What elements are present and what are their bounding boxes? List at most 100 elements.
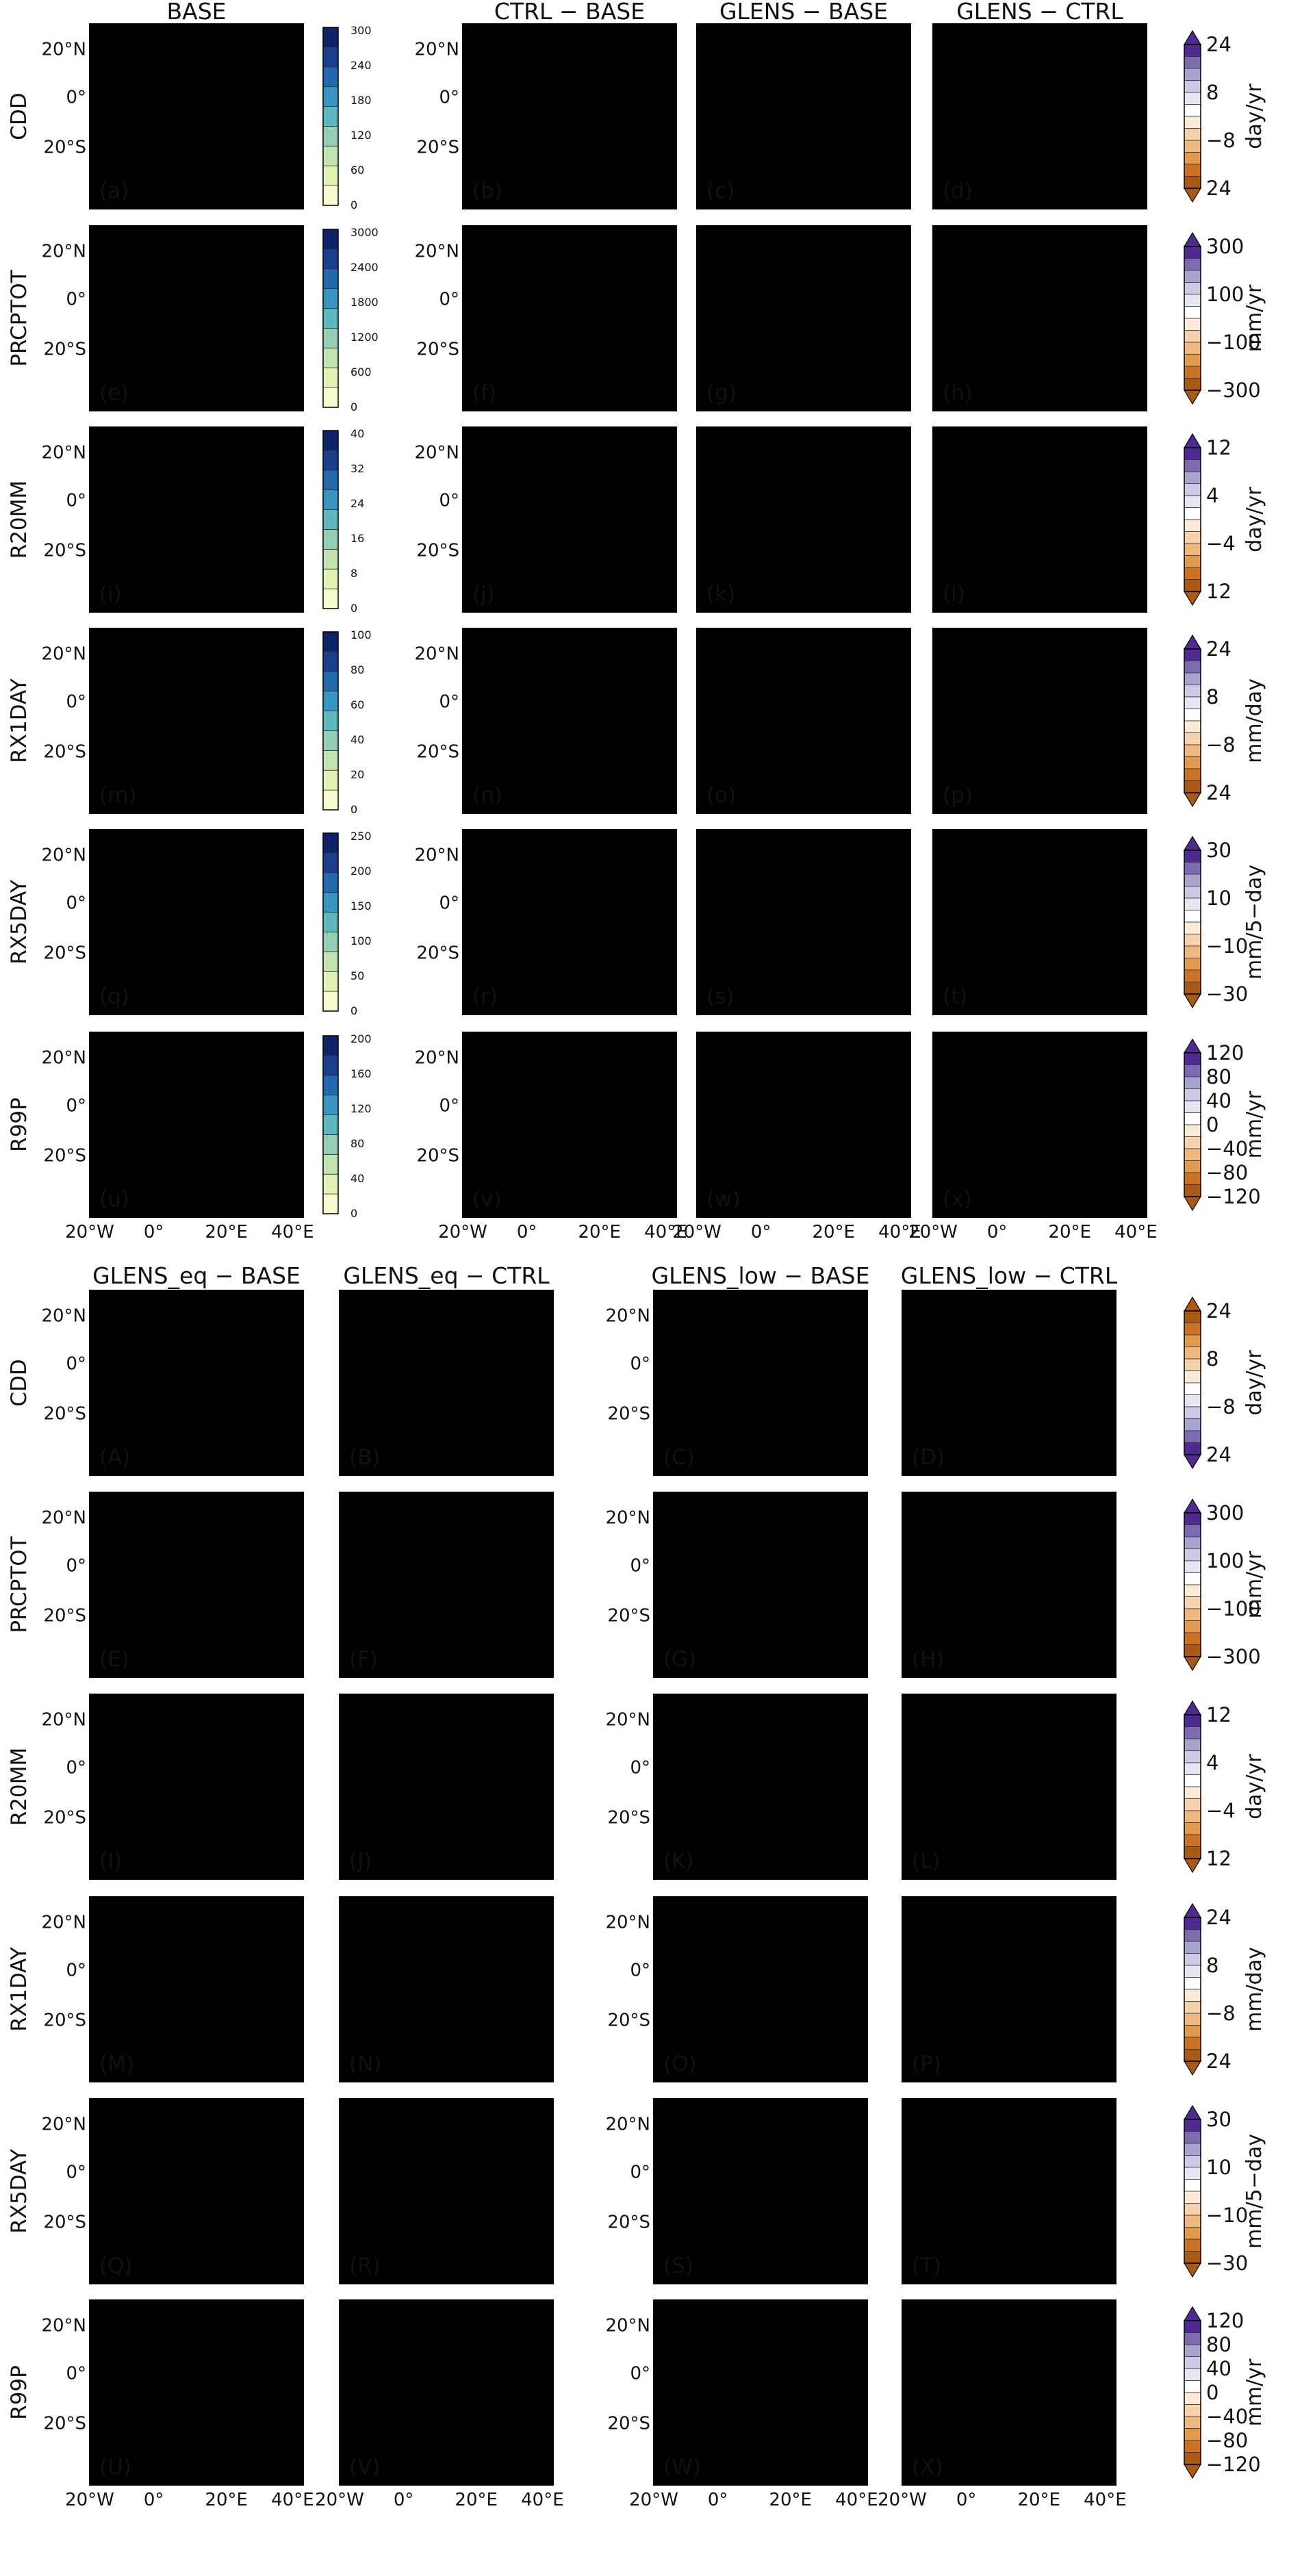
bot-r4-c1-madagascar — [532, 2215, 548, 2254]
top-r4-diff-colorbar-unit: mm/5−day — [1242, 865, 1266, 980]
top-r5-c3-panel: (x) 20°W 0° 20°E 40°E — [908, 1032, 1158, 1242]
top-r3-c0-lat-tick: 20°N — [41, 643, 86, 664]
top-r3-base-colorbar-tick: 40 — [350, 733, 364, 746]
top-r0-diff-colorbar-segment — [1184, 56, 1201, 69]
top-r0-diff-colorbar-segment — [1184, 152, 1201, 165]
top-r5-diff-colorbar-segment — [1184, 1088, 1201, 1101]
bot-r1-diff-colorbar-segment — [1184, 1584, 1201, 1597]
top-r0-c0-panel: (a) 20°N 0° 20°S — [41, 23, 304, 209]
bot-r5-diff-colorbar-segment — [1184, 2416, 1201, 2429]
bot-r3-c2-lat-tick: 0° — [630, 1961, 650, 1981]
top-column-title: BASE — [166, 0, 226, 25]
top-r1-c0-madagascar — [282, 342, 298, 381]
top-r5-c0-madagascar — [282, 1149, 298, 1188]
top-r2-base-colorbar-segment — [322, 489, 339, 510]
top-r2-base-colorbar-segment — [322, 430, 339, 451]
top-r1-diff-colorbar-segment — [1184, 366, 1201, 379]
bot-r5-c3-lon-tick: 20°W — [878, 2490, 927, 2510]
top-r4-base-colorbar-segment — [322, 971, 339, 992]
top-r0-diff-colorbar-tick: 24 — [1206, 33, 1231, 56]
bot-r1-c3-madagascar — [1095, 1609, 1110, 1648]
bot-r2-diff-colorbar-segment — [1184, 1738, 1201, 1751]
top-r2-base-colorbar-segment — [322, 588, 339, 609]
bot-r2-c0-lat-tick: 0° — [66, 1758, 86, 1778]
bot-r1-diff-colorbar-tick: 100 — [1206, 1549, 1244, 1572]
top-r3-diff-colorbar: 24 8 −8 24 mm/day — [1183, 634, 1266, 808]
bot-r3-c3-panel-label: (P) — [912, 2052, 941, 2076]
top-r5-c1-panel-label: (v) — [472, 1187, 502, 1212]
top-r0-base-colorbar-segment — [322, 145, 339, 166]
top-r5-c3-madagascar — [1125, 1149, 1141, 1188]
top-r0-diff-colorbar-segment — [1184, 164, 1201, 177]
top-r3-base-colorbar-tick: 20 — [350, 768, 364, 781]
bot-r4-c2-madagascar — [846, 2215, 862, 2254]
top-r5-c3-lon-tick: 20°W — [908, 1222, 958, 1242]
top-r3-c0-lat-tick: 0° — [66, 692, 86, 713]
bot-r2-c0-lat-tick: 20°S — [43, 1808, 86, 1828]
top-r4-base-colorbar-segment — [322, 991, 339, 1012]
bot-r2-diff-colorbar-segment — [1184, 1846, 1201, 1859]
bot-r1-diff-colorbar-segment — [1184, 1536, 1201, 1549]
bot-r3-diff-colorbar-segment — [1184, 2037, 1201, 2050]
bot-r0-c1-panel: (B) — [339, 1290, 554, 1476]
top-r1-c0-lat-tick: 0° — [66, 290, 86, 310]
top-r1-diff-colorbar-bottom-arrow — [1183, 390, 1202, 405]
top-r5-c1-lat-tick: 20°N — [414, 1047, 459, 1068]
bot-r2-c3-panel-label: (L) — [912, 1849, 940, 1874]
top-r5-diff-colorbar-segment — [1184, 1052, 1201, 1065]
bot-r5-c0-lat-tick: 20°N — [41, 2315, 86, 2336]
bot-r0-diff-colorbar-segment — [1184, 1334, 1201, 1347]
top-r2-diff-colorbar-segment — [1184, 483, 1201, 496]
bot-r5-c3-lon-tick: 40°E — [1084, 2490, 1127, 2510]
top-r1-c1-lat-tick: 20°N — [414, 241, 459, 262]
bot-r1-c3-panel: (H) — [902, 1492, 1116, 1678]
top-r5-diff-colorbar-segment — [1184, 1136, 1201, 1149]
bot-r4-diff-colorbar-tick: 30 — [1206, 2108, 1231, 2131]
top-r1-diff-colorbar-unit: mm/yr — [1242, 284, 1266, 352]
top-r5-diff-colorbar-segment — [1184, 1160, 1201, 1173]
top-column-title: CTRL − BASE — [494, 0, 645, 25]
top-r0-diff-colorbar-top-arrow — [1183, 29, 1202, 45]
top-r0-c0-lat-tick: 0° — [66, 88, 86, 108]
top-r5-c3-lon-tick: 40°E — [1114, 1222, 1158, 1242]
top-r2-diff-colorbar-tick: 4 — [1206, 484, 1218, 507]
top-r4-c3-madagascar — [1125, 946, 1141, 985]
top-r2-c0-lat-tick: 0° — [66, 491, 86, 511]
bot-r4-diff-colorbar-segment — [1184, 2131, 1201, 2144]
top-r4-base-colorbar-tick: 150 — [350, 900, 372, 913]
top-r5-diff-colorbar-segment — [1184, 1112, 1201, 1125]
top-r5-diff-colorbar-bottom-arrow — [1183, 1196, 1202, 1212]
top-row-label: RX5DAY — [7, 880, 31, 965]
bot-r0-diff-colorbar-tick: 8 — [1206, 1347, 1218, 1370]
top-row-label: R99P — [7, 1097, 31, 1152]
top-r4-base-colorbar-frame — [322, 832, 339, 1012]
bot-r4-c3-madagascar — [1095, 2215, 1110, 2254]
top-r2-c1-lat-tick: 20°S — [416, 541, 459, 561]
top-r5-base-colorbar-segment — [322, 1193, 339, 1214]
top-r5-base-colorbar-segment — [322, 1173, 339, 1195]
bot-r1-c0-lat-tick: 20°S — [43, 1606, 86, 1627]
bot-r5-c0-madagascar — [282, 2416, 298, 2456]
top-r3-base-colorbar-segment — [322, 750, 339, 771]
bottom-row-label: RX5DAY — [7, 2149, 31, 2234]
bot-r4-diff-colorbar-unit: mm/5−day — [1242, 2134, 1266, 2249]
top-r0-c1-madagascar — [655, 140, 671, 179]
bot-r2-diff-colorbar: 12 4 −4 12 day/yr — [1183, 1700, 1266, 1874]
top-r3-base-colorbar-segment — [322, 769, 339, 791]
bot-r2-c0-lat-tick: 20°N — [41, 1709, 86, 1730]
bot-r4-diff-colorbar-tick: −10 — [1206, 2204, 1248, 2227]
top-r5-base-colorbar-segment — [322, 1114, 339, 1135]
bot-r3-diff-colorbar-bottom-arrow — [1183, 2061, 1202, 2076]
top-r2-diff-colorbar-bottom-arrow — [1183, 591, 1202, 607]
top-r3-base-colorbar-segment — [322, 691, 339, 711]
top-r3-base-colorbar: 0 20 40 60 80 100 — [322, 628, 372, 816]
top-r2-base-colorbar-tick: 8 — [350, 567, 357, 580]
top-r3-c3-panel: (p) — [932, 628, 1147, 814]
bot-r5-c0-lat-tick: 20°S — [43, 2414, 86, 2434]
bot-r4-diff-colorbar-tick: −30 — [1206, 2252, 1248, 2275]
bot-r5-diff-colorbar-segment — [1184, 2392, 1201, 2405]
top-r1-base-colorbar-frame — [322, 229, 339, 408]
bot-r5-diff-colorbar-segment — [1184, 2368, 1201, 2381]
